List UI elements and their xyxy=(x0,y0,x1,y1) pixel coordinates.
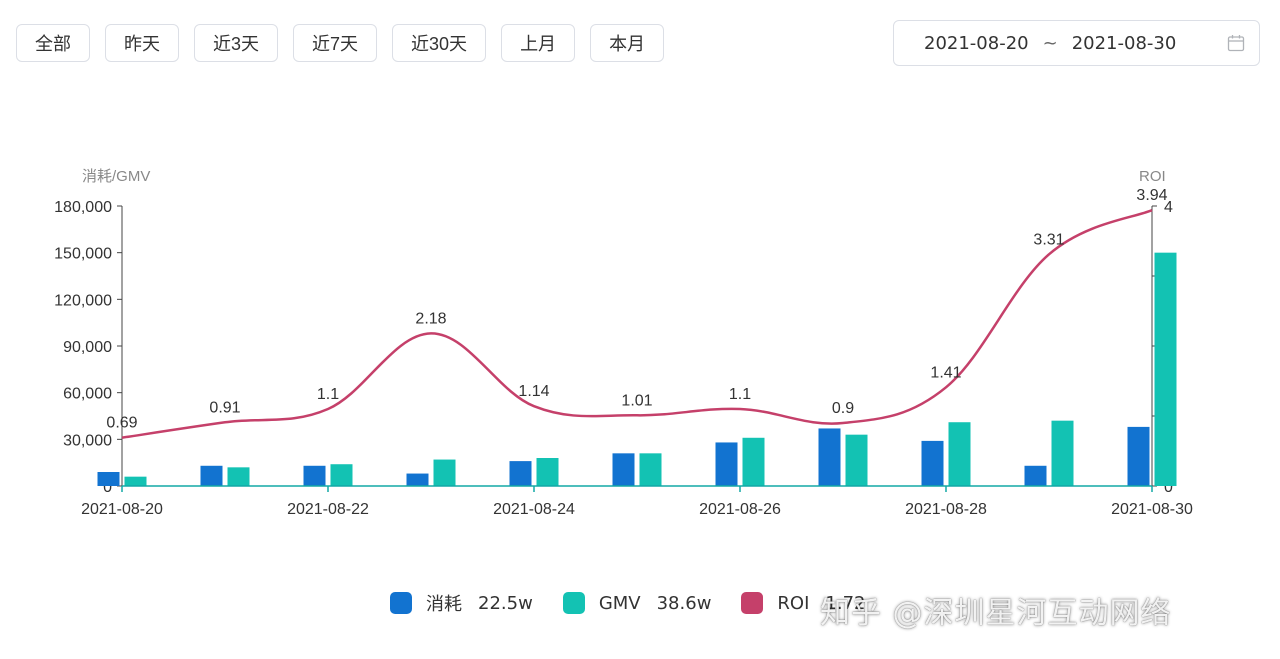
legend-item-consume[interactable]: 消耗 22.5w xyxy=(390,590,533,616)
bar-gmv xyxy=(330,464,353,486)
y-right-tick-label: 0 xyxy=(1164,479,1173,496)
calendar-icon[interactable] xyxy=(1227,34,1245,57)
roi-data-label: 1.1 xyxy=(729,386,751,403)
bar-gmv xyxy=(1051,420,1074,486)
y-left-tick-label: 120,000 xyxy=(54,292,112,309)
y-left-tick-label: 30,000 xyxy=(63,432,112,449)
filter-last-7-days-button[interactable]: 近7天 xyxy=(293,24,378,62)
date-range-picker[interactable]: 2021-08-20 ~ 2021-08-30 xyxy=(893,20,1260,66)
bar-consume xyxy=(612,453,635,486)
x-tick-label: 2021-08-22 xyxy=(287,501,369,518)
y-left-tick-label: 0 xyxy=(103,479,112,496)
bar-consume xyxy=(406,473,429,486)
roi-data-label: 1.1 xyxy=(317,386,339,403)
roi-data-label: 1.01 xyxy=(621,392,652,409)
y-left-tick-label: 180,000 xyxy=(54,199,112,216)
legend-total-roi: 1.72 xyxy=(825,592,866,614)
bar-gmv xyxy=(1154,252,1177,486)
filter-this-month-button[interactable]: 本月 xyxy=(590,24,665,62)
y-left-tick-label: 90,000 xyxy=(63,339,112,356)
y-left-tick-label: 150,000 xyxy=(54,246,112,263)
x-tick-label: 2021-08-20 xyxy=(81,501,163,518)
bar-gmv xyxy=(433,459,456,486)
bar-consume xyxy=(509,461,532,486)
roi-data-label: 3.31 xyxy=(1033,231,1064,248)
filter-last-month-button[interactable]: 上月 xyxy=(501,24,576,62)
date-range-end[interactable]: 2021-08-30 xyxy=(1071,32,1177,54)
roi-data-label: 3.94 xyxy=(1136,187,1167,204)
y-right-tick-label: 4 xyxy=(1164,199,1173,216)
watermark: 知乎 @深圳星河互动网络 xyxy=(820,596,1172,631)
legend-swatch-roi xyxy=(741,592,764,614)
legend-swatch-consume xyxy=(390,592,412,614)
legend-total-gmv: 38.6w xyxy=(656,592,712,614)
bar-gmv xyxy=(948,422,971,486)
roi-data-label: 0.9 xyxy=(832,400,854,417)
bar-consume xyxy=(200,465,223,486)
date-range-start[interactable]: 2021-08-20 xyxy=(924,32,1029,54)
bar-consume xyxy=(303,465,326,486)
bar-consume xyxy=(1127,426,1150,486)
filter-yesterday-button[interactable]: 昨天 xyxy=(105,24,179,62)
y-left-axis-title: 消耗/GMV xyxy=(82,168,150,185)
consume-gmv-roi-chart: 消耗/GMV ROI 0 30,000 60,000 90,000 120,000 150,0… xyxy=(54,168,1193,518)
roi-data-label: 1.41 xyxy=(930,364,961,381)
x-tick-label: 2021-08-30 xyxy=(1111,501,1193,518)
quick-filter-bar: 全部 昨天 近3天 近7天 近30天 上月 本月 xyxy=(16,24,665,62)
bar-gmv xyxy=(124,476,147,486)
bar-gmv xyxy=(227,467,250,486)
bar-gmv xyxy=(742,437,765,486)
bar-consume xyxy=(97,472,120,486)
x-tick-label: 2021-08-26 xyxy=(699,501,781,518)
date-range-separator: ~ xyxy=(1042,32,1058,54)
filter-all-button[interactable]: 全部 xyxy=(16,24,90,62)
filter-last-3-days-button[interactable]: 近3天 xyxy=(194,24,279,62)
bar-consume xyxy=(921,440,944,486)
bar-consume xyxy=(1024,465,1047,486)
legend-item-gmv[interactable]: GMV 38.6w xyxy=(562,592,712,614)
roi-data-label: 0.91 xyxy=(209,399,240,416)
roi-data-label: 2.18 xyxy=(415,310,446,327)
x-tick-label: 2021-08-28 xyxy=(905,501,987,518)
bar-gmv xyxy=(845,434,868,486)
legend-swatch-gmv xyxy=(562,592,585,614)
legend-item-roi[interactable]: ROI 1.72 xyxy=(741,592,865,614)
bar-gmv xyxy=(639,453,662,486)
filter-last-30-days-button[interactable]: 近30天 xyxy=(392,24,487,62)
y-left-tick-label: 60,000 xyxy=(63,386,112,403)
chart-legend: 消耗 22.5w GMV 38.6w ROI 1.72 xyxy=(390,590,895,616)
legend-name-gmv: GMV xyxy=(598,592,641,614)
x-tick-label: 2021-08-24 xyxy=(493,501,575,518)
y-right-axis-title: ROI xyxy=(1139,168,1166,185)
bar-gmv xyxy=(536,458,559,486)
roi-data-label: 0.69 xyxy=(106,415,137,432)
bar-consume xyxy=(715,442,738,486)
legend-name-roi: ROI xyxy=(777,592,810,614)
legend-total-consume: 22.5w xyxy=(478,592,533,614)
legend-name-consume: 消耗 xyxy=(426,594,462,615)
roi-data-label: 1.14 xyxy=(518,383,549,400)
roi-line xyxy=(121,209,1153,439)
bar-consume xyxy=(818,428,841,486)
